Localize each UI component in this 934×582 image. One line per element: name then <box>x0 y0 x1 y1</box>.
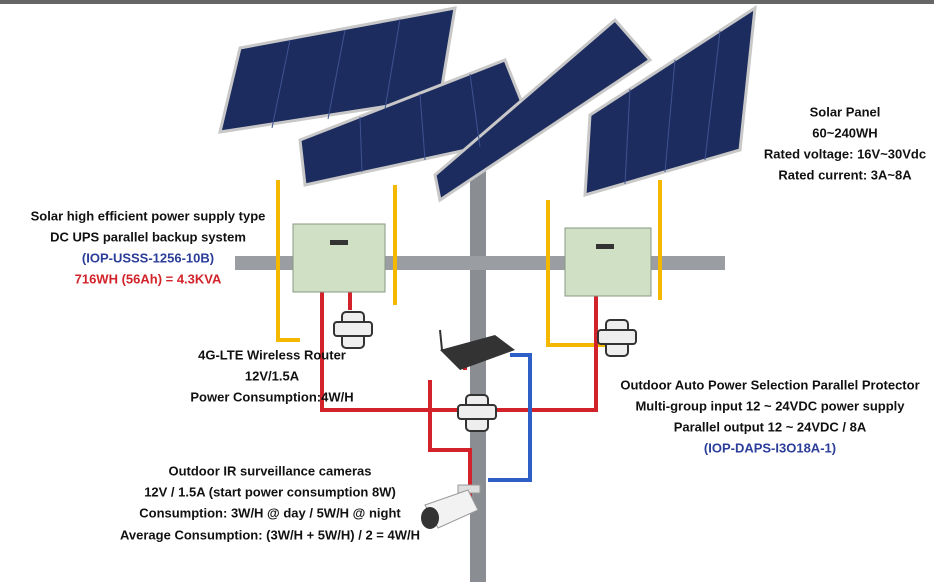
label-line: Rated voltage: 16V~30Vdc <box>764 146 926 161</box>
model-number: (IOP-DAPS-I3O18A-1) <box>704 440 836 455</box>
label-line: Power Consumption:4W/H <box>190 389 353 404</box>
ups-logo <box>330 240 348 245</box>
model-number: (IOP-USSS-1256-10B) <box>82 250 214 265</box>
solar-panels <box>220 8 755 215</box>
ups-label: Solar high efficient power supply type D… <box>31 208 266 286</box>
label-line: Outdoor Auto Power Selection Parallel Pr… <box>620 377 919 392</box>
label-line: 12V/1.5A <box>245 368 300 383</box>
diagram: Solar Panel 60~240WH Rated voltage: 16V~… <box>0 0 934 582</box>
label-line: 4G-LTE Wireless Router <box>198 347 346 362</box>
camera-label: Outdoor IR surveillance cameras 12V / 1.… <box>120 463 420 542</box>
label-line: Outdoor IR surveillance cameras <box>168 463 371 478</box>
top-rule <box>0 0 934 4</box>
label-line: Solar Panel <box>810 104 881 119</box>
ups-logo <box>596 244 614 249</box>
label-line: Consumption: 3W/H @ day / 5W/H @ night <box>139 505 401 520</box>
router-antenna <box>440 330 442 350</box>
solar-panel-label: Solar Panel 60~240WH Rated voltage: 16V~… <box>764 104 926 182</box>
ups-box-left <box>293 224 385 292</box>
label-line: Parallel output 12 ~ 24VDC / 8A <box>674 419 867 434</box>
label-line: DC UPS parallel backup system <box>50 229 246 244</box>
ups-box-right <box>565 228 651 296</box>
capacity: 716WH (56Ah) = 4.3KVA <box>75 271 222 286</box>
label-line: Solar high efficient power supply type <box>31 208 266 223</box>
label-line: Multi-group input 12 ~ 24VDC power suppl… <box>635 398 905 413</box>
label-line: 12V / 1.5A (start power consumption 8W) <box>144 484 396 499</box>
router-label: 4G-LTE Wireless Router 12V/1.5A Power Co… <box>190 347 353 404</box>
label-line: Rated current: 3A~8A <box>778 167 912 182</box>
pole <box>470 150 486 582</box>
label-line: 60~240WH <box>812 125 877 140</box>
protector-label: Outdoor Auto Power Selection Parallel Pr… <box>620 377 919 455</box>
label-line: Average Consumption: (3W/H + 5W/H) / 2 =… <box>120 527 420 542</box>
